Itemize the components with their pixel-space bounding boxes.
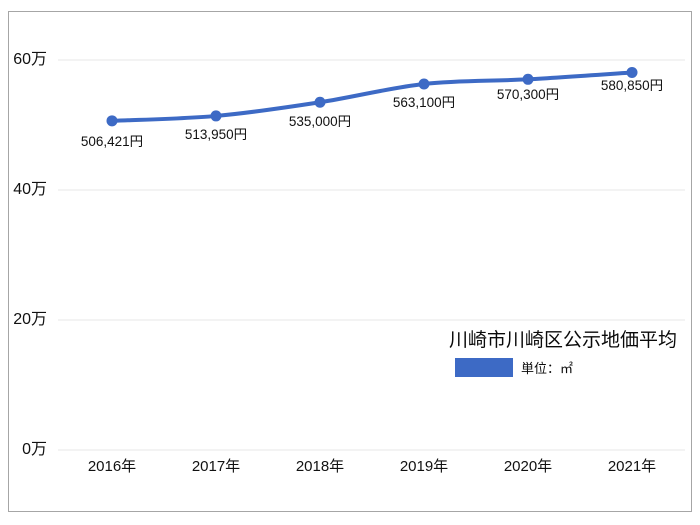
- y-axis-label: 60万: [13, 51, 47, 68]
- x-axis-label: 2018年: [295, 458, 345, 475]
- data-point: [210, 110, 222, 122]
- x-axis-label: 2020年: [503, 458, 553, 475]
- x-axis-label: 2021年: [607, 458, 657, 475]
- chart-title: 川崎市川崎区公示地価平均: [448, 330, 677, 351]
- data-point-label: 535,000円: [288, 114, 352, 130]
- data-point: [626, 66, 638, 78]
- legend-label: 単位：㎡: [521, 360, 574, 376]
- data-point-label: 570,300円: [496, 87, 560, 103]
- data-point: [106, 115, 118, 127]
- chart-legend: 単位：㎡: [455, 357, 573, 377]
- price-line: [110, 70, 634, 123]
- data-point: [522, 73, 534, 85]
- chart-plot-area: [8, 11, 692, 512]
- data-point: [418, 78, 430, 90]
- y-axis-label: 20万: [13, 311, 47, 328]
- data-point: [314, 96, 326, 108]
- data-point-label: 580,850円: [600, 78, 664, 94]
- y-axis-label: 0万: [22, 441, 47, 458]
- y-axis-label: 40万: [13, 181, 47, 198]
- legend-color-swatch: [455, 357, 513, 377]
- data-point-label: 563,100円: [392, 94, 456, 110]
- x-axis-label: 2019年: [399, 458, 449, 475]
- x-axis-label: 2016年: [87, 458, 137, 475]
- data-point-label: 513,950円: [184, 126, 248, 142]
- x-axis-label: 2017年: [191, 458, 241, 475]
- data-point-label: 506,421円: [80, 133, 144, 149]
